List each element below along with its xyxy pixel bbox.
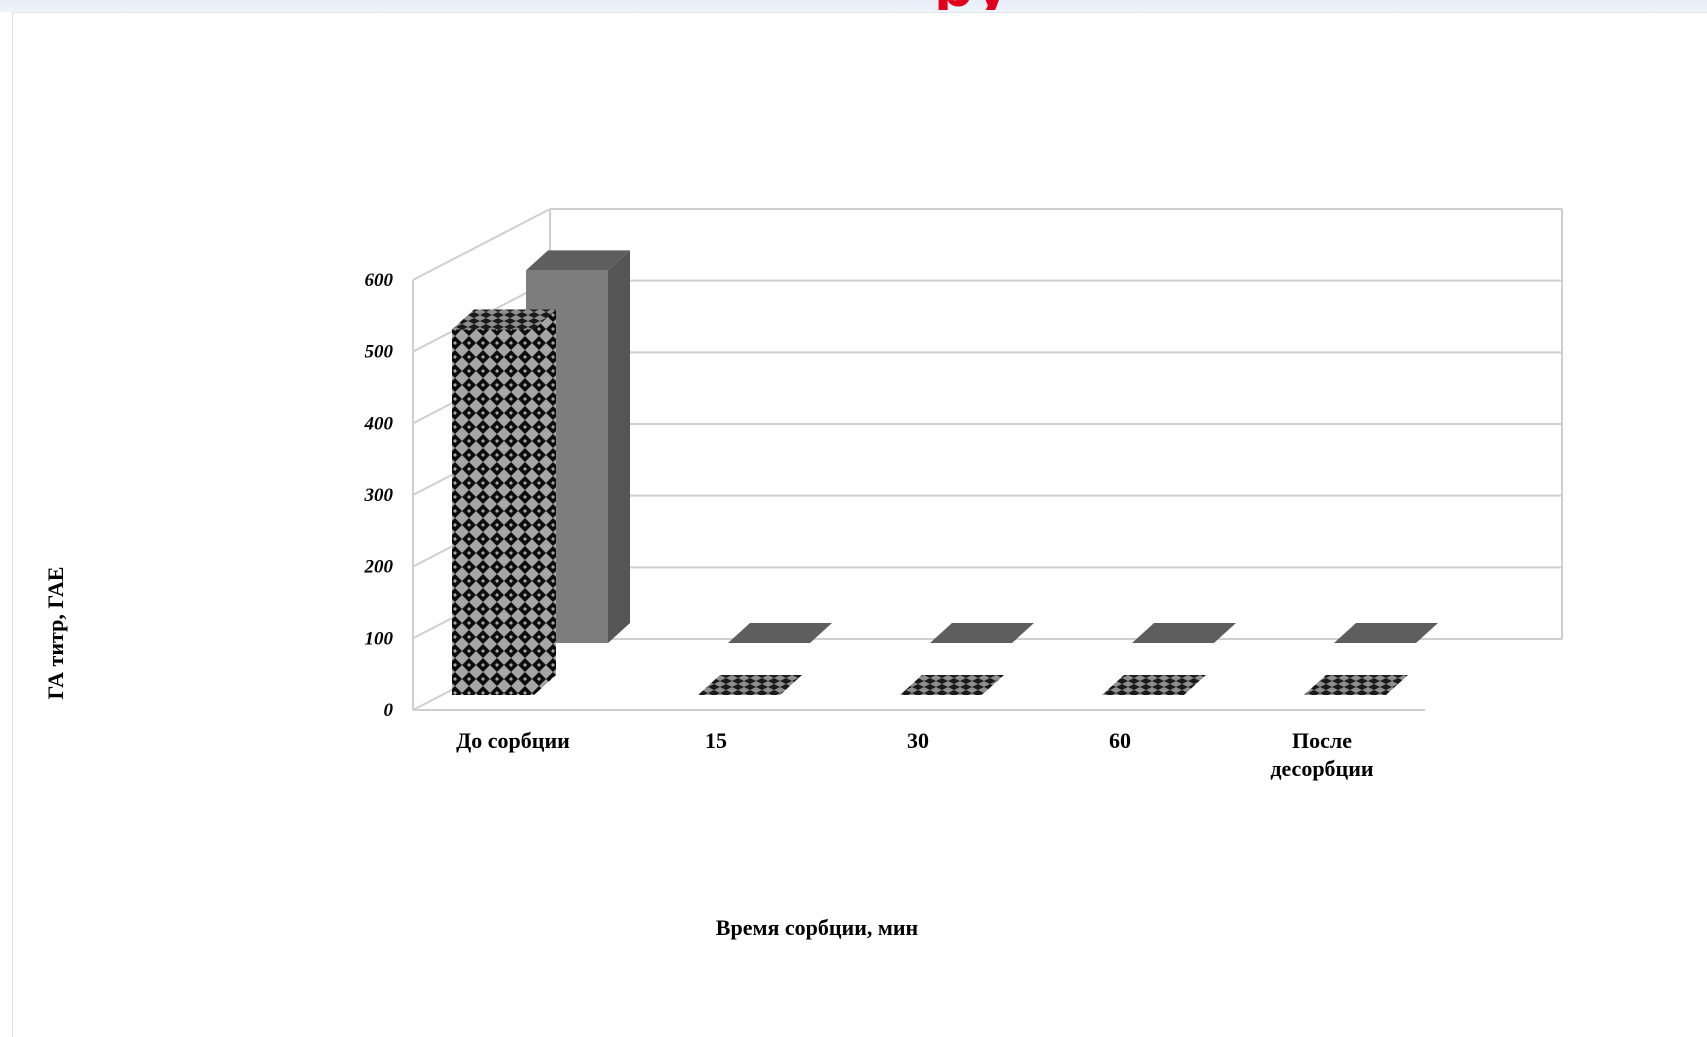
bar-back-top-face <box>526 250 630 271</box>
slide-frame <box>12 12 1707 1037</box>
bar-back-top-face <box>728 623 832 643</box>
y-tick-label: 0 <box>384 700 394 721</box>
bar-front-top-face <box>900 675 1004 695</box>
label-layer: ГА титр, ГАЕ Время сорбции, мин 0 100 200 3… <box>43 270 1374 940</box>
bar-front-top-face <box>1304 675 1408 695</box>
y-tick-label: 100 <box>365 628 394 649</box>
bar-front-top-face <box>452 309 556 330</box>
bar-back-top-face <box>1132 623 1236 643</box>
y-tick-label: 600 <box>365 270 394 291</box>
x-category-label: После <box>1292 728 1352 753</box>
y-tick-label: 200 <box>364 557 394 578</box>
x-category-label: До сорбции <box>456 728 570 753</box>
bar-front-top-face <box>1102 675 1206 695</box>
bar-back-top-face <box>930 623 1034 643</box>
bar-front-side-face <box>534 309 556 695</box>
bar-back-top-face <box>1334 623 1438 643</box>
bar-front-top-face <box>698 675 802 695</box>
side-gridline <box>412 208 551 281</box>
x-axis-title: Время сорбции, мин <box>716 915 919 940</box>
y-tick-label: 300 <box>364 485 394 506</box>
x-category-label: 15 <box>705 728 727 753</box>
bar-front-front-face <box>452 329 534 695</box>
x-category-label: 30 <box>907 728 929 753</box>
x-category-label: 60 <box>1109 728 1131 753</box>
y-tick-label: 500 <box>365 342 394 363</box>
y-axis-title: ГА титр, ГАЕ <box>43 567 68 700</box>
bar-back-side-face <box>608 250 630 644</box>
x-category-label: десорбции <box>1270 756 1374 781</box>
slide-top-band <box>0 0 1707 12</box>
bar-layer <box>452 250 1438 695</box>
slide-title-fragment: ру <box>934 0 1010 10</box>
y-tick-label: 400 <box>364 413 394 434</box>
